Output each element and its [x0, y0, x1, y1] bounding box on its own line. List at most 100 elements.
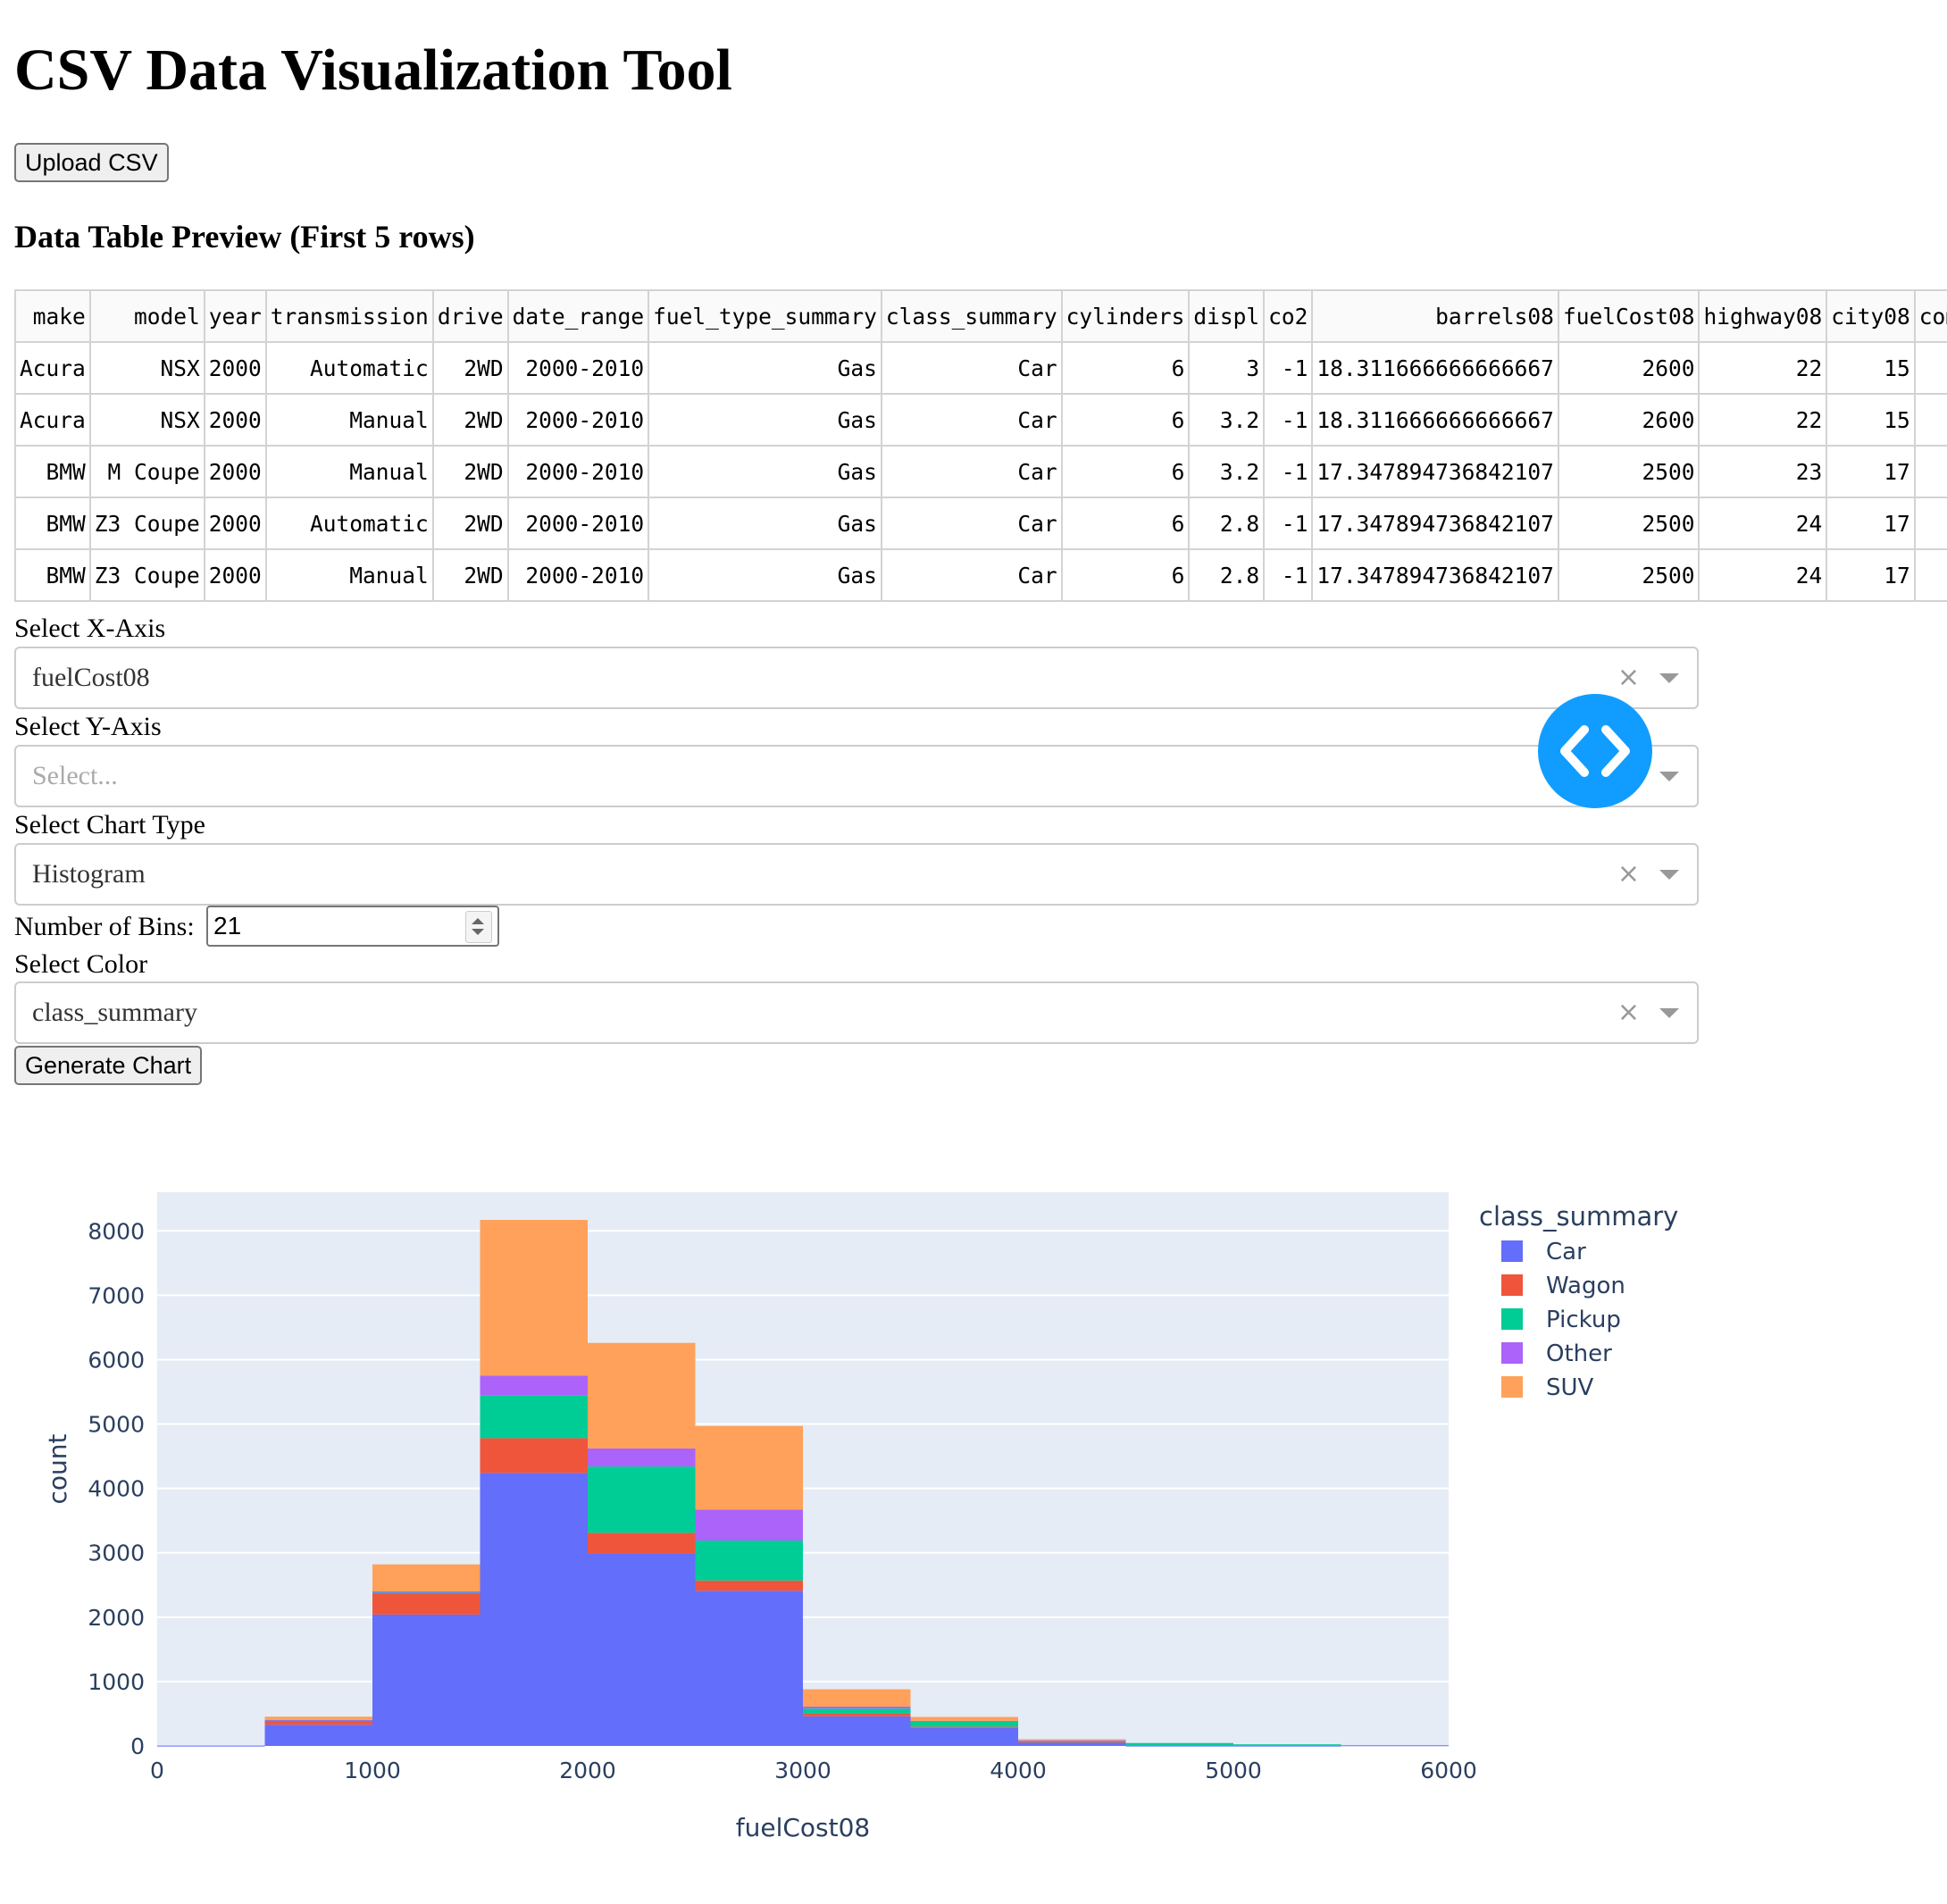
legend-item-suv[interactable]: SUV: [1546, 1374, 1594, 1401]
table-cell: 2000-2010: [506, 497, 650, 550]
table-row: Acura NSX 2000 Manual 2WD 2000-2010 Gas Car 6 3.2…: [14, 393, 1947, 447]
bar-wagon[interactable]: [695, 1580, 804, 1591]
generate-chart-button[interactable]: Generate Chart: [14, 1046, 203, 1085]
legend-item-pickup[interactable]: Pickup: [1546, 1307, 1621, 1333]
table-cell: 2WD: [431, 445, 509, 498]
bar-wagon[interactable]: [803, 1713, 911, 1716]
chevron-down-icon[interactable]: [1659, 870, 1679, 880]
chevron-down-icon[interactable]: [1659, 1008, 1679, 1018]
legend-swatch[interactable]: [1501, 1376, 1523, 1398]
chevron-down-icon[interactable]: [1659, 673, 1679, 683]
bar-car[interactable]: [372, 1614, 480, 1746]
table-row: BMW Z3 Coupe 2000 Manual 2WD 2000-2010 Gas Car 6…: [14, 548, 1947, 602]
bar-car[interactable]: [1233, 1745, 1341, 1747]
y-axis-title: count: [43, 1433, 72, 1504]
table-body: Acura NSX 2000 Automatic 2WD 2000-2010 Gas Car 6…: [14, 341, 1947, 602]
legend-item-other[interactable]: Other: [1546, 1340, 1612, 1367]
bar-suv[interactable]: [803, 1689, 911, 1708]
table-cell: M Coupe: [88, 445, 205, 498]
table-cell: Gas: [648, 497, 882, 550]
bar-suv[interactable]: [372, 1564, 480, 1591]
bar-car[interactable]: [1341, 1745, 1450, 1747]
legend-item-car[interactable]: Car: [1546, 1239, 1586, 1265]
bar-suv[interactable]: [695, 1425, 804, 1510]
stepper-up-icon[interactable]: [472, 918, 484, 924]
bar-car[interactable]: [480, 1473, 589, 1746]
x-tick-label: 1000: [344, 1758, 401, 1783]
bins-input[interactable]: 21: [206, 906, 499, 947]
y-axis-dropdown[interactable]: Select...: [14, 745, 1699, 807]
bar-car[interactable]: [1125, 1745, 1234, 1747]
table-cell: 2000-2010: [506, 548, 650, 602]
table-cell: 18: [1913, 393, 1947, 447]
chart-type-dropdown[interactable]: Histogram ×: [14, 843, 1699, 906]
y-tick-label: 1000: [88, 1669, 145, 1695]
bar-wagon[interactable]: [480, 1438, 589, 1474]
bar-suv[interactable]: [588, 1342, 696, 1449]
close-icon[interactable]: ×: [1617, 858, 1640, 889]
table-cell: 17: [1826, 445, 1916, 498]
bar-pickup[interactable]: [480, 1395, 589, 1439]
bar-pickup[interactable]: [695, 1541, 804, 1581]
legend-item-wagon[interactable]: Wagon: [1546, 1273, 1625, 1299]
bins-stepper[interactable]: [465, 911, 492, 943]
bar-car[interactable]: [695, 1591, 804, 1746]
bar-other[interactable]: [264, 1719, 373, 1721]
bar-pickup[interactable]: [588, 1466, 696, 1533]
color-dropdown[interactable]: class_summary ×: [14, 981, 1699, 1044]
table-cell: 6: [1060, 445, 1191, 498]
table-cell: 17.347894736842107: [1311, 548, 1559, 602]
bar-car[interactable]: [910, 1727, 1019, 1746]
bar-wagon[interactable]: [1018, 1741, 1126, 1743]
bar-other[interactable]: [372, 1591, 480, 1593]
column-header-class_summary: class_summary: [880, 289, 1063, 343]
bar-wagon[interactable]: [372, 1593, 480, 1615]
bar-other[interactable]: [803, 1707, 911, 1709]
legend-swatch[interactable]: [1501, 1308, 1523, 1330]
bar-other[interactable]: [910, 1720, 1019, 1722]
bar-wagon[interactable]: [588, 1532, 696, 1554]
table-cell: 17: [1826, 497, 1916, 550]
column-header-model: model: [88, 289, 205, 343]
bar-suv[interactable]: [480, 1220, 589, 1376]
x-axis-dropdown[interactable]: fuelCost08 ×: [14, 647, 1699, 709]
bar-wagon[interactable]: [910, 1726, 1019, 1728]
legend-swatch[interactable]: [1501, 1274, 1523, 1296]
bar-car[interactable]: [157, 1745, 265, 1747]
y-axis-label: Select Y-Axis: [14, 712, 162, 741]
bar-wagon[interactable]: [264, 1720, 373, 1725]
y-tick-label: 7000: [88, 1282, 145, 1308]
bar-pickup[interactable]: [1125, 1742, 1234, 1746]
bar-car[interactable]: [1018, 1741, 1126, 1746]
chevron-down-icon[interactable]: [1659, 772, 1679, 781]
upload-csv-button[interactable]: Upload CSV: [14, 143, 169, 182]
table-row: Acura NSX 2000 Automatic 2WD 2000-2010 Gas Car 6…: [14, 341, 1947, 395]
bar-pickup[interactable]: [1233, 1744, 1341, 1746]
close-icon[interactable]: ×: [1617, 997, 1640, 1028]
bar-suv[interactable]: [1018, 1739, 1126, 1741]
bar-pickup[interactable]: [910, 1721, 1019, 1727]
x-axis-label: Select X-Axis: [14, 614, 166, 643]
bar-car[interactable]: [803, 1716, 911, 1746]
bar-car[interactable]: [588, 1553, 696, 1746]
table-cell: BMW: [14, 497, 91, 550]
data-table: make model year transmission drive date_range…: [14, 289, 1947, 602]
bar-pickup[interactable]: [803, 1708, 911, 1714]
table-cell: 2600: [1557, 393, 1700, 447]
table-cell: Acura: [14, 341, 91, 395]
table-cell: Car: [880, 393, 1063, 447]
bar-pickup[interactable]: [372, 1592, 480, 1594]
code-brackets-icon[interactable]: [1538, 694, 1652, 808]
bar-suv[interactable]: [910, 1716, 1019, 1721]
bar-other[interactable]: [588, 1448, 696, 1467]
bar-suv[interactable]: [264, 1716, 373, 1720]
stepper-down-icon[interactable]: [472, 929, 484, 935]
bar-car[interactable]: [264, 1724, 373, 1746]
column-header-date_range: date_range: [506, 289, 650, 343]
bar-other[interactable]: [695, 1509, 804, 1541]
bar-other[interactable]: [480, 1375, 589, 1396]
close-icon[interactable]: ×: [1617, 662, 1640, 693]
table-cell: 2.8: [1188, 548, 1266, 602]
legend-swatch[interactable]: [1501, 1342, 1523, 1364]
legend-swatch[interactable]: [1501, 1240, 1523, 1262]
